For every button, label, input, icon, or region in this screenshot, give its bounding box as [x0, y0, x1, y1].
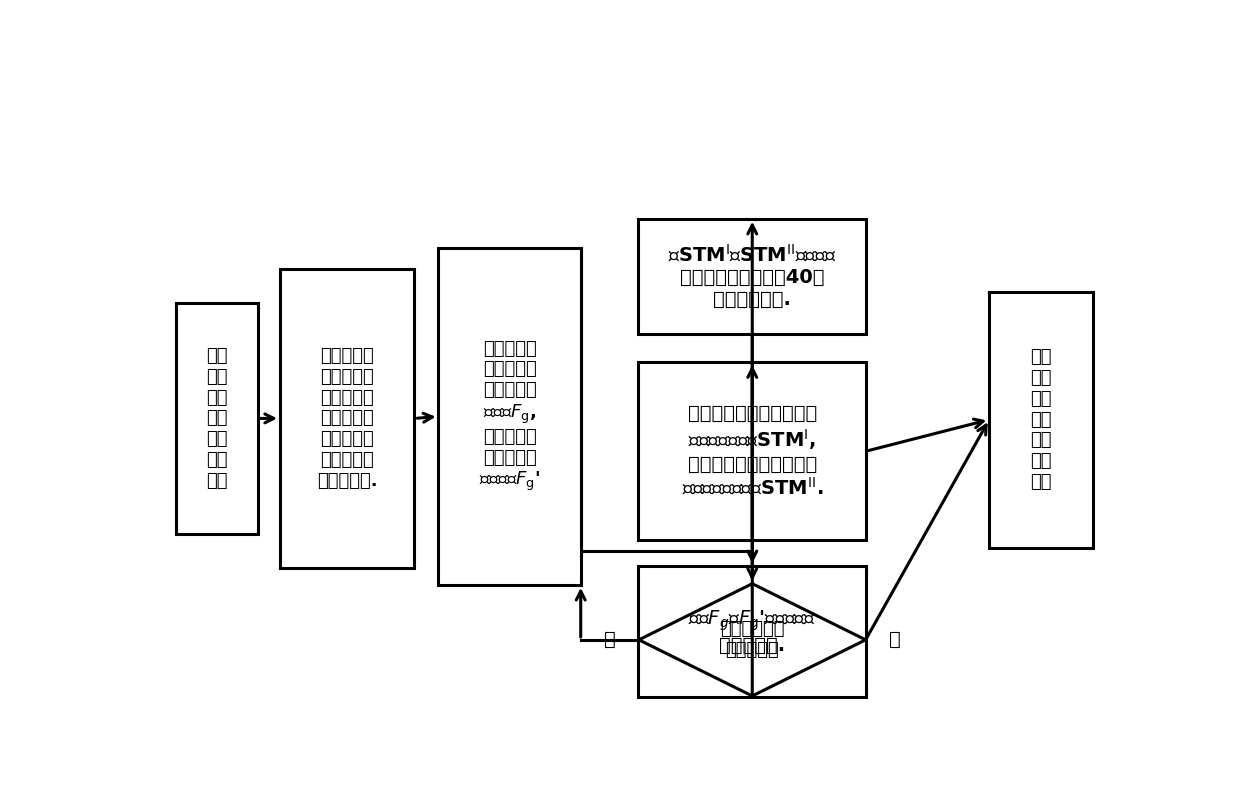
Bar — [439, 248, 580, 585]
Text: 将待
测视
频重
压缩
得到
校准
视频: 将待 测视 频重 压缩 得到 校准 视频 — [206, 347, 228, 490]
Text: 将待测视频
和校准视频
按照相同方
式划分成若
干帧组，两
个视频的帧
组一一对应.: 将待测视频 和校准视频 按照相同方 式划分成若 干帧组，两 个视频的帧 组一一对… — [317, 347, 377, 490]
Bar — [639, 219, 866, 335]
Text: 存在尚未提取
特征的帧组: 存在尚未提取 特征的帧组 — [720, 620, 785, 659]
Text: 分别
对各
帧组
进行
隐写
分类
判决: 分别 对各 帧组 进行 隐写 分类 判决 — [1030, 348, 1052, 491]
Text: 是: 是 — [604, 630, 616, 650]
Bar — [639, 362, 866, 540]
Text: 构建宏块级帧间预测模式
的状态转移矩阵STM$^{\rm I}$,
构建子宏块级帧间预测模
式的状态转移矩阵STM$^{\rm II}$.: 构建宏块级帧间预测模式 的状态转移矩阵STM$^{\rm I}$, 构建子宏块级… — [682, 403, 823, 499]
Bar — [639, 566, 866, 697]
Text: 解析$\mathit{F}_{g}$和$\mathit{F}_{\rm g}$'中宏块的帧
间预测模式.: 解析$\mathit{F}_{g}$和$\mathit{F}_{\rm g}$'… — [688, 608, 816, 655]
Bar — [990, 292, 1092, 548]
Polygon shape — [639, 584, 866, 696]
Text: 将STM$^{\rm I}$和STM$^{\rm II}$按行进行
归一化后，合并得到40维
隐写分析特征.: 将STM$^{\rm I}$和STM$^{\rm II}$按行进行 归一化后，合… — [668, 244, 837, 309]
Bar — [176, 303, 258, 534]
Text: 否: 否 — [889, 630, 900, 650]
Bar — [280, 269, 414, 568]
Text: 定位一个待
测视频中尚
未提取特征
的帧组$\mathit{F}_{\rm g}$,
以及它在校
准视频中的
对应帧组$\mathit{F}_{\rm g}$': 定位一个待 测视频中尚 未提取特征 的帧组$\mathit{F}_{\rm g}… — [479, 339, 541, 493]
